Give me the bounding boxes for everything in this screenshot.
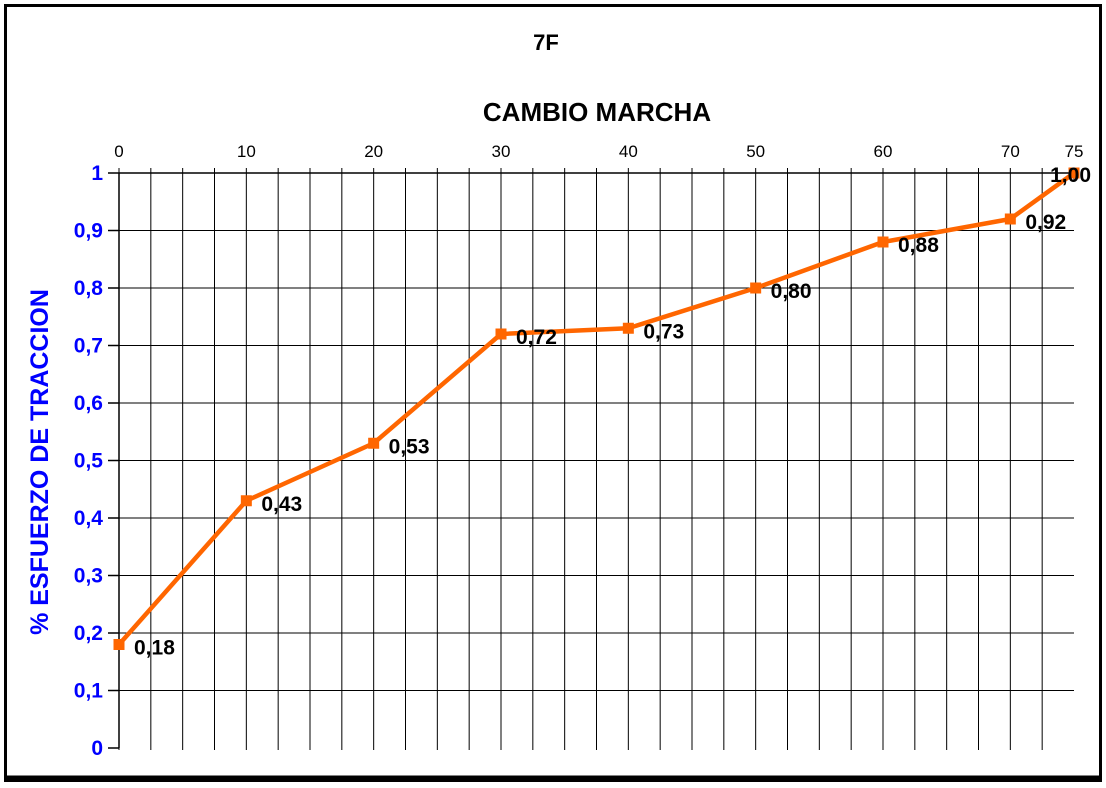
data-point-label: 1,00 [1050,164,1091,187]
y-tick-labels: 0 0,1 0,2 0,3 0,4 0,5 0,6 0,7 0,8 0,9 1 [74,162,104,760]
y-tick-label: 0,8 [74,277,104,300]
data-point-marker [750,282,762,294]
x-tick-labels: 0 10 20 30 40 50 60 70 75 [114,142,1083,161]
x-tick-label: 75 [1065,142,1084,161]
data-point-label: 0,92 [1025,211,1066,234]
series-7f [113,167,1080,650]
data-point-labels: 0,18 0,43 0,53 0,72 0,73 0,80 0,88 0,92 1,00 [134,164,1091,660]
data-point-marker [877,236,889,248]
y-tick-label: 0,7 [74,335,103,358]
x-axis-title: CAMBIO MARCHA [483,97,711,127]
y-tick-label: 1 [91,162,103,185]
data-point-marker [368,437,380,449]
x-tick-label: 0 [114,142,123,161]
data-point-marker [113,639,125,650]
data-point-label: 0,72 [516,326,557,349]
x-tick-label: 30 [492,142,511,161]
y-axis-title: % ESFUERZO DE TRACCION [26,289,54,635]
x-tick-label: 50 [746,142,765,161]
data-point-label: 0,18 [134,637,175,660]
y-tick-label: 0,5 [74,450,104,473]
data-point-marker [240,495,252,507]
x-tick-label: 20 [364,142,383,161]
y-tick-label: 0,3 [74,565,103,588]
data-point-label: 0,53 [389,435,430,458]
y-tick-label: 0,1 [74,680,104,703]
data-point-marker [1068,167,1080,179]
y-tick-label: 0,9 [74,220,103,243]
data-point-label: 0,80 [771,280,812,303]
data-point-marker [495,328,507,340]
data-point-marker [1004,213,1016,225]
x-tick-label: 40 [619,142,638,161]
horizontal-gridlines [119,230,1074,691]
y-tick-label: 0,4 [74,507,104,530]
x-tick-label: 60 [874,142,893,161]
x-tick-label: 10 [237,142,256,161]
y-tick-label: 0,2 [74,622,103,645]
data-point-label: 0,73 [643,320,684,343]
data-point-marker [622,322,634,334]
data-point-label: 0,43 [261,493,302,516]
y-tick-label: 0,6 [74,392,103,415]
data-point-label: 0,88 [898,234,939,257]
x-tick-label: 70 [1001,142,1020,161]
y-tick-label: 0 [91,737,103,760]
y-axis-ticks [108,172,119,749]
chart-title: 7F [533,30,559,55]
